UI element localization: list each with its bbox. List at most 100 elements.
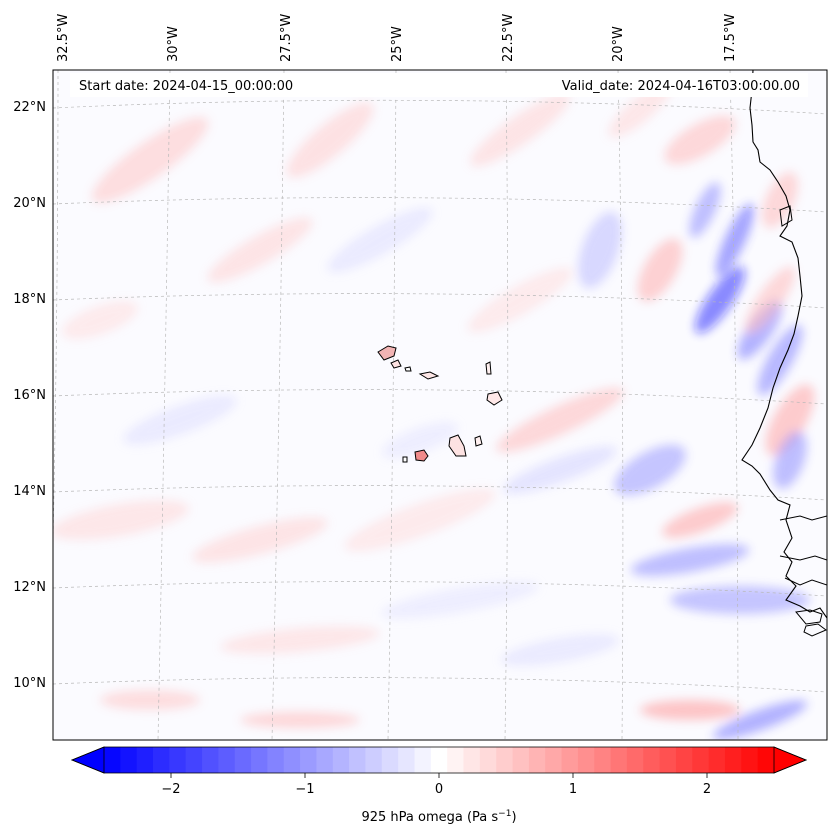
- lon-label: 25°W: [390, 26, 405, 62]
- omega-contour-patch: [470, 93, 570, 167]
- cape-verde-islands: [377, 345, 503, 463]
- colorbar-cell: [153, 747, 170, 773]
- lat-label: 22°N: [13, 100, 46, 115]
- colorbar-cell: [692, 747, 710, 773]
- colorbar-cell: [185, 747, 203, 773]
- omega-contour-patch: [765, 384, 815, 456]
- colorbar-tick-label: 0: [435, 782, 443, 797]
- island-santiago: [448, 434, 467, 457]
- parallel-14n: [53, 485, 827, 501]
- omega-contour-patch: [500, 634, 620, 666]
- colorbar-cell: [528, 747, 546, 773]
- lat-label: 12°N: [13, 580, 46, 595]
- parallel-10n: [53, 677, 827, 693]
- colorbar-label: 925 hPa omega (Pa s−1): [361, 809, 516, 825]
- meridian-22-5w: [504, 70, 509, 740]
- lat-label: 16°N: [13, 388, 46, 403]
- island-sao-vicente: [390, 359, 402, 369]
- colorbar-cell: [398, 747, 416, 773]
- omega-contour-patch: [637, 238, 683, 302]
- lon-label: 32.5°W: [56, 14, 71, 62]
- omega-contour-patch: [496, 387, 624, 453]
- colorbar-cell: [757, 747, 775, 773]
- island-fogo: [414, 449, 429, 462]
- map-background: [53, 70, 827, 740]
- island-brava: [402, 456, 408, 463]
- colorbar-cells: [104, 747, 775, 773]
- colorbar-tick-label: 2: [703, 782, 711, 797]
- island-santa-luzia: [404, 366, 412, 372]
- island-santo-antao: [377, 345, 397, 361]
- colorbar-cell: [267, 747, 285, 773]
- omega-contour-patch: [344, 488, 496, 552]
- colorbar-cell: [430, 747, 448, 773]
- omega-contour-patch: [467, 267, 573, 333]
- colorbar-cell: [479, 747, 497, 773]
- lon-label: 22.5°W: [501, 14, 516, 62]
- colorbar-label-close: ): [511, 810, 516, 825]
- omega-contour-patch: [695, 266, 745, 334]
- valid-date-label: Valid_date: 2024-04-16T03:00:00.00: [562, 79, 800, 94]
- colorbar-cell: [381, 747, 399, 773]
- meridian-30w: [157, 70, 171, 740]
- colorbar-cell: [447, 747, 465, 773]
- meridian-27-5w: [271, 70, 285, 740]
- latitude-labels: 22°N 20°N 18°N 16°N 14°N 12°N 10°N: [13, 100, 46, 691]
- colorbar: −2 −1 0 1 2 925 hPa omega (Pa s−1): [70, 746, 808, 825]
- colorbar-cell: [349, 747, 367, 773]
- omega-contour-patch: [640, 700, 740, 720]
- colorbar-cell: [610, 747, 628, 773]
- colorbar-label-exponent: −1: [498, 809, 511, 819]
- omega-field: [53, 82, 815, 740]
- omega-contour-patch: [240, 712, 360, 728]
- omega-contour-patch: [381, 581, 539, 619]
- colorbar-cell: [414, 747, 432, 773]
- omega-contour-patch: [286, 102, 374, 178]
- colorbar-cell: [136, 747, 154, 773]
- africa-coastline: [741, 70, 827, 619]
- colorbar-cell: [708, 747, 726, 773]
- lon-label: 30°W: [166, 26, 181, 62]
- colorbar-cell: [594, 747, 612, 773]
- island-boa-vista: [486, 391, 503, 406]
- meridian-20w: [617, 70, 624, 740]
- graticule: [53, 70, 827, 740]
- omega-contour-patch: [715, 203, 755, 277]
- colorbar-cell: [300, 747, 318, 773]
- omega-contour-patch: [100, 690, 200, 710]
- colorbar-cell: [332, 747, 350, 773]
- colorbar-cell: [463, 747, 481, 773]
- colorbar-tick-label: −2: [161, 782, 180, 797]
- omega-contour-patch: [91, 117, 209, 203]
- lat-label: 18°N: [13, 292, 46, 307]
- header-box: [70, 73, 808, 97]
- meridian-32-5w: [53, 70, 59, 559]
- colorbar-cell: [218, 747, 236, 773]
- colorbar-cell: [626, 747, 644, 773]
- omega-contour-patch: [745, 266, 795, 334]
- omega-contour-patch: [773, 431, 807, 489]
- omega-contour-patch: [578, 211, 622, 289]
- colorbar-cell: [545, 747, 563, 773]
- colorbar-cell: [234, 747, 252, 773]
- colorbar-cell: [202, 747, 219, 773]
- colorbar-tick-label: −1: [295, 782, 314, 797]
- colorbar-cell: [496, 747, 514, 773]
- parallel-18n: [53, 293, 827, 309]
- lat-label: 10°N: [13, 676, 46, 691]
- omega-contour-patch: [670, 586, 810, 614]
- colorbar-max-extension: [773, 746, 808, 774]
- map-panel: Start date: 2024-04-15_00:00:00 Valid_da…: [13, 14, 828, 741]
- colorbar-cell: [577, 747, 595, 773]
- omega-contour-patch: [382, 422, 458, 458]
- lat-label: 14°N: [13, 484, 46, 499]
- colorbar-cell: [316, 747, 334, 773]
- colorbar-label-text: 925 hPa omega (Pa s: [361, 810, 498, 825]
- parallel-12n: [53, 581, 827, 597]
- omega-contour-patch: [207, 217, 313, 283]
- omega-contour-patch: [762, 172, 798, 228]
- lon-label: 27.5°W: [279, 14, 294, 62]
- colorbar-min-extension: [70, 746, 105, 774]
- meridian-25w: [387, 70, 397, 740]
- colorbar-cell: [169, 747, 187, 773]
